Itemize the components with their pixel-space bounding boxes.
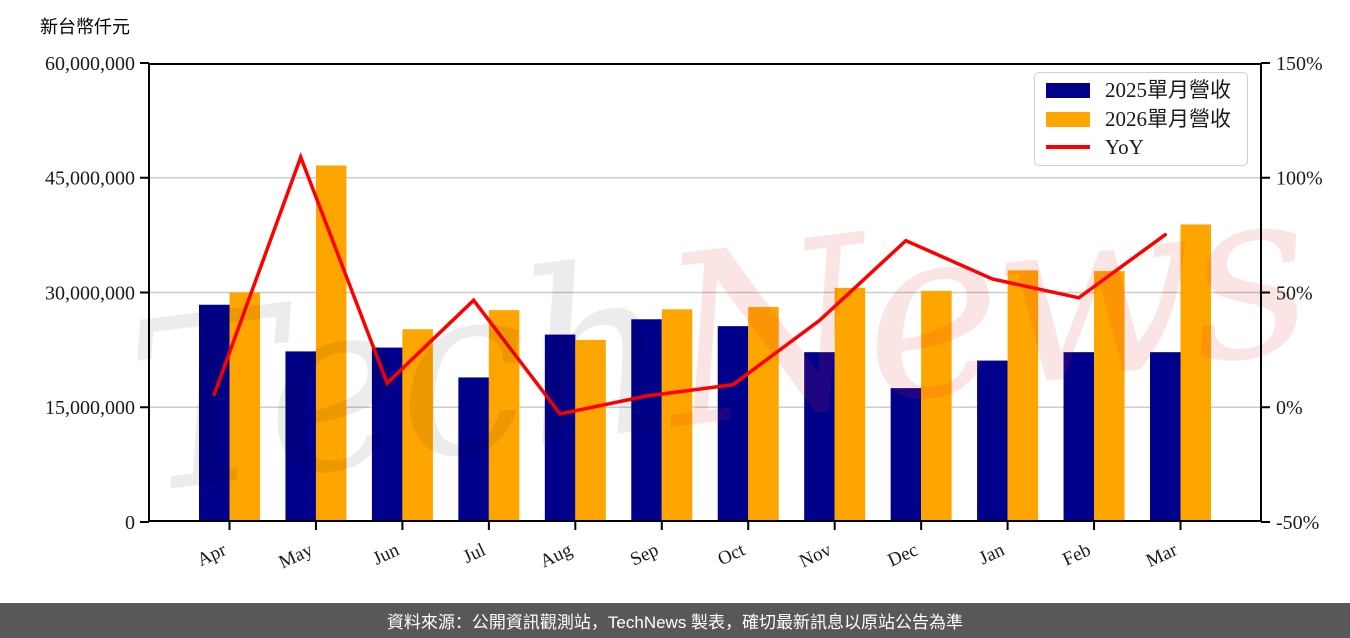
y-left-tick-label: 60,000,000: [45, 53, 135, 75]
x-tick-label-Jun: Jun: [370, 539, 403, 569]
x-tick-label-Nov: Nov: [796, 539, 835, 572]
x-tick-label-Dec: Dec: [885, 539, 922, 571]
bar-2026單月營收-Jul: [488, 310, 520, 522]
legend-swatch-2026: [1046, 111, 1090, 127]
x-tick-label-May: May: [276, 539, 317, 573]
x-tick-label-Sep: Sep: [627, 539, 662, 570]
y-right-tick-label: 50%: [1276, 282, 1313, 304]
bar-2026單月營收-May: [315, 165, 347, 522]
legend-label-2026: 2026單月營收: [1105, 106, 1231, 131]
bar-2025單月營收-Jul: [458, 377, 489, 522]
chart-legend: 2025單月營收 2026單月營收 YoY: [1034, 72, 1248, 166]
y-left-tick-label: 0: [125, 512, 135, 534]
bar-2025單月營收-Feb: [1063, 352, 1095, 522]
revenue-chart: TechNews 60,000,000 45,000,000 30,000,000 15…: [45, 53, 1323, 573]
technews-watermark: TechNews: [116, 133, 1319, 548]
legend-item-yoy: YoY: [1046, 134, 1247, 159]
y-right-tick-label: 150%: [1276, 53, 1323, 75]
watermark-part2: News: [643, 133, 1319, 483]
bar-2026單月營收-Aug: [575, 339, 606, 522]
bar-2025單月營收-Mar: [1150, 352, 1181, 522]
bar-2026單月營收-Feb: [1094, 271, 1125, 522]
bar-2026單月營收-Mar: [1180, 224, 1211, 523]
bar-2025單月營收-Jan: [977, 360, 1008, 522]
x-tick-label-Feb: Feb: [1059, 539, 1094, 570]
y-right-tick-label: 100%: [1276, 168, 1323, 190]
y-left-tick-label: 30,000,000: [45, 282, 135, 304]
bar-2026單月營收-Oct: [748, 307, 779, 522]
x-tick-label-Jan: Jan: [976, 539, 1008, 569]
legend-swatch-2025: [1046, 83, 1090, 99]
x-tick-label-Apr: Apr: [194, 539, 230, 571]
x-tick-label-Aug: Aug: [537, 539, 576, 572]
y-axis-left: 60,000,000 45,000,000 30,000,000 15,000,000…: [45, 53, 149, 534]
legend-label-yoy: YoY: [1105, 134, 1144, 159]
x-tick-label-Mar: Mar: [1143, 539, 1181, 572]
x-tick-label-Oct: Oct: [715, 539, 749, 570]
y-axis-right: 150% 100% 50% 0% -50%: [1261, 53, 1323, 534]
bar-2025單月營收-May: [285, 351, 316, 522]
bars-2025單月營收: [199, 304, 1181, 522]
bar-2025單月營收-Nov: [804, 352, 835, 522]
legend-item-2026: 2026單月營收: [1046, 106, 1247, 131]
bar-2025單月營收-Jun: [371, 347, 403, 522]
bar-2026單月營收-Sep: [661, 309, 693, 522]
yoy-line: [212, 152, 1167, 416]
bar-2026單月營收-Jan: [1007, 270, 1039, 522]
bars-2026單月營收: [229, 165, 1211, 523]
legend-item-2025: 2025單月營收: [1046, 80, 1247, 101]
source-footer: 資料來源：公開資訊觀測站，TechNews 製表，確切最新訊息以原站公告為準: [0, 603, 1350, 638]
bar-2025單月營收-Dec: [890, 388, 922, 522]
bar-2025單月營收-Oct: [717, 326, 749, 522]
bar-2026單月營收-Nov: [834, 287, 866, 522]
left-axis-unit-label: 新台幣仟元: [40, 17, 130, 37]
bar-2026單月營收-Apr: [229, 292, 260, 522]
x-tick-label-Jul: Jul: [460, 539, 489, 567]
legend-label-2025: 2025單月營收: [1105, 78, 1231, 103]
watermark-part1: Tech: [116, 211, 682, 547]
x-axis: Apr May Jun Jul Aug Sep Oct Nov Dec Jan Feb Mar: [194, 521, 1182, 573]
bar-2025單月營收-Sep: [631, 319, 662, 522]
bar-2025單月營收-Aug: [544, 334, 576, 522]
y-left-tick-label: 15,000,000: [45, 397, 135, 419]
bar-2025單月營收-Apr: [199, 304, 230, 522]
y-right-tick-label: 0%: [1276, 397, 1303, 419]
bar-2026單月營收-Dec: [921, 290, 952, 522]
y-left-tick-label: 45,000,000: [45, 168, 135, 190]
legend-swatch-yoy-line: [1046, 145, 1090, 150]
y-right-tick-label: -50%: [1276, 512, 1319, 534]
